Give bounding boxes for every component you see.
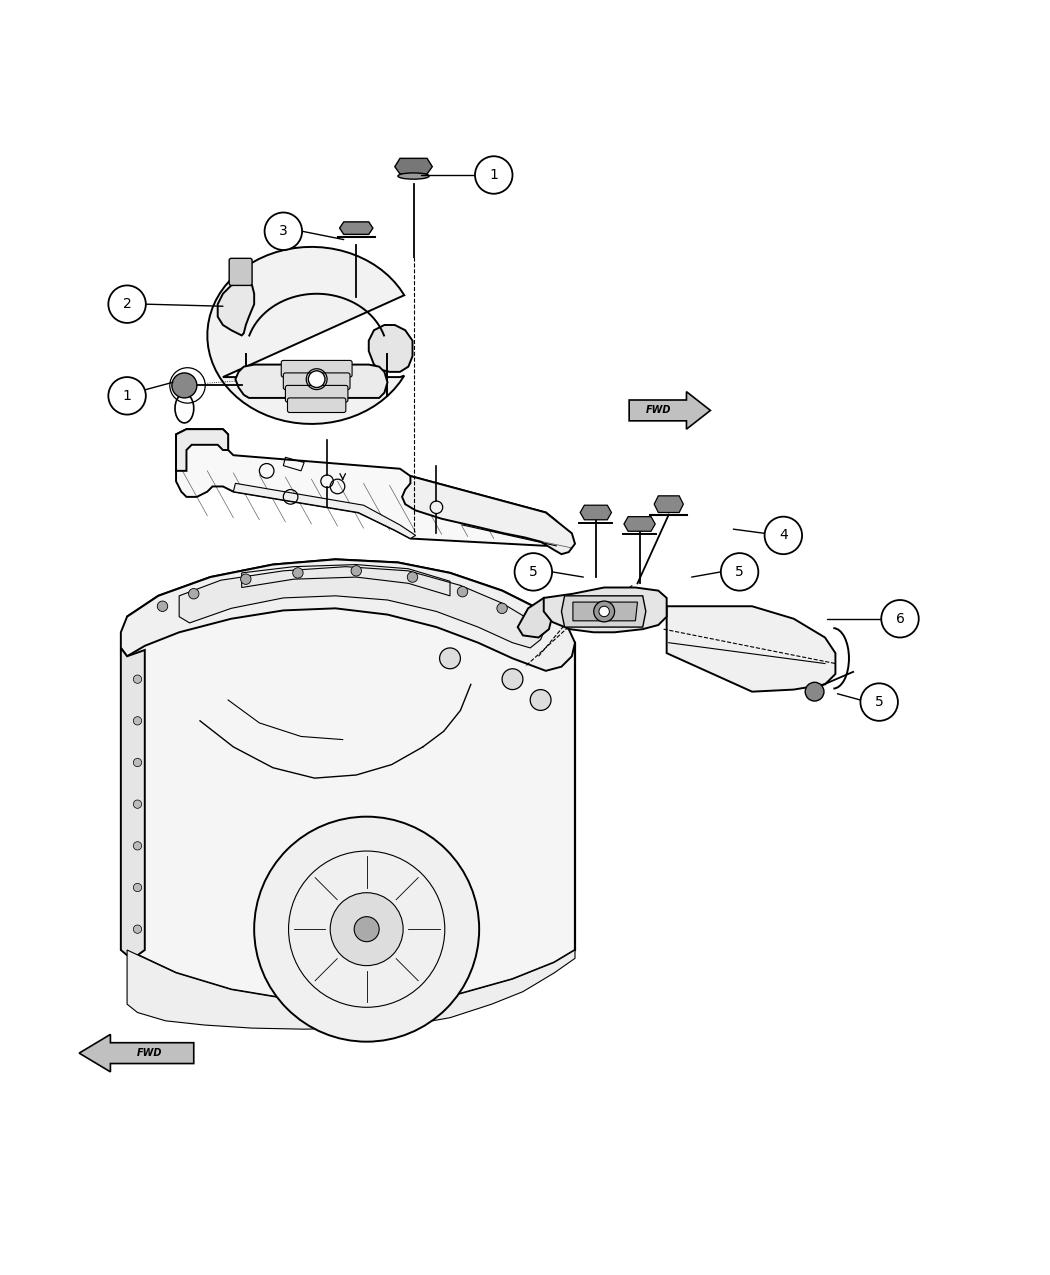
- FancyBboxPatch shape: [286, 385, 348, 402]
- Polygon shape: [217, 283, 254, 335]
- Circle shape: [133, 842, 142, 850]
- Circle shape: [598, 606, 609, 617]
- Circle shape: [458, 586, 467, 597]
- Circle shape: [133, 884, 142, 891]
- Polygon shape: [79, 1034, 194, 1072]
- Circle shape: [805, 682, 824, 701]
- Polygon shape: [581, 505, 611, 520]
- Polygon shape: [667, 606, 836, 691]
- Text: 1: 1: [123, 389, 131, 403]
- Circle shape: [133, 759, 142, 766]
- Circle shape: [475, 157, 512, 194]
- Circle shape: [158, 601, 168, 612]
- Circle shape: [351, 566, 361, 576]
- Text: 6: 6: [896, 612, 904, 626]
- Text: 2: 2: [123, 297, 131, 311]
- Circle shape: [309, 371, 326, 388]
- Circle shape: [881, 601, 919, 638]
- FancyBboxPatch shape: [229, 259, 252, 286]
- Circle shape: [354, 917, 379, 942]
- Text: 5: 5: [529, 565, 538, 579]
- Text: 5: 5: [735, 565, 744, 579]
- Polygon shape: [127, 560, 575, 1005]
- Text: 1: 1: [489, 168, 498, 182]
- Circle shape: [532, 623, 543, 635]
- Circle shape: [764, 516, 802, 555]
- Text: 5: 5: [875, 695, 883, 709]
- Polygon shape: [654, 496, 684, 513]
- Circle shape: [593, 601, 614, 622]
- FancyBboxPatch shape: [281, 361, 352, 377]
- Circle shape: [330, 892, 403, 965]
- Polygon shape: [562, 595, 646, 627]
- Circle shape: [407, 572, 418, 583]
- Polygon shape: [395, 158, 433, 173]
- Circle shape: [293, 567, 303, 578]
- Circle shape: [172, 372, 197, 398]
- Circle shape: [502, 669, 523, 690]
- Polygon shape: [629, 391, 711, 430]
- FancyBboxPatch shape: [284, 372, 350, 390]
- Text: 4: 4: [779, 528, 788, 542]
- Circle shape: [721, 553, 758, 590]
- Circle shape: [530, 690, 551, 710]
- Polygon shape: [121, 648, 145, 955]
- Circle shape: [133, 717, 142, 725]
- Text: FWD: FWD: [646, 405, 671, 416]
- Polygon shape: [573, 602, 637, 621]
- Text: FWD: FWD: [138, 1048, 163, 1058]
- Circle shape: [497, 603, 507, 613]
- Circle shape: [108, 286, 146, 323]
- FancyBboxPatch shape: [288, 398, 345, 413]
- Polygon shape: [544, 588, 667, 632]
- Circle shape: [133, 674, 142, 683]
- Circle shape: [240, 574, 251, 584]
- Circle shape: [440, 648, 460, 669]
- Polygon shape: [518, 598, 552, 638]
- Circle shape: [265, 213, 302, 250]
- Ellipse shape: [398, 173, 429, 180]
- Polygon shape: [235, 365, 387, 398]
- Polygon shape: [176, 430, 228, 470]
- Circle shape: [133, 924, 142, 933]
- Polygon shape: [233, 483, 416, 538]
- Circle shape: [133, 799, 142, 808]
- Polygon shape: [402, 476, 575, 555]
- Polygon shape: [176, 430, 556, 546]
- Circle shape: [189, 589, 198, 599]
- Circle shape: [860, 683, 898, 720]
- Polygon shape: [369, 325, 413, 372]
- Polygon shape: [624, 516, 655, 532]
- Polygon shape: [339, 222, 373, 235]
- Polygon shape: [121, 560, 575, 671]
- Text: 3: 3: [279, 224, 288, 238]
- Circle shape: [254, 817, 479, 1042]
- Polygon shape: [208, 247, 404, 425]
- Circle shape: [514, 553, 552, 590]
- Polygon shape: [180, 566, 544, 648]
- Circle shape: [108, 377, 146, 414]
- Polygon shape: [127, 950, 575, 1029]
